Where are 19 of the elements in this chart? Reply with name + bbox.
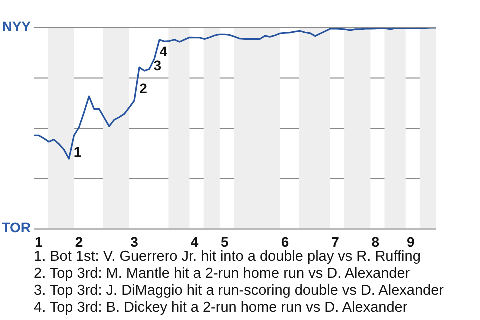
annotation: 2: [140, 80, 148, 97]
text: TOR: [2, 220, 31, 236]
x-tick-label: 2: [75, 234, 84, 250]
annotation: 4: [160, 43, 168, 60]
x-tick-label: 4: [190, 234, 199, 250]
text: NYY: [2, 18, 32, 35]
x-tick-label: 6: [281, 234, 290, 250]
x-tick-label: 5: [221, 234, 230, 250]
x-tick-label: 8: [372, 234, 380, 250]
x-tick-label: 7: [332, 234, 340, 250]
x-tick-label: 1: [35, 234, 44, 250]
text: 3. Top 3rd: J. DiMaggio hit a run-scoring double vs D. Alexander: [34, 283, 445, 300]
text: 2. Top 3rd: M. Mantle hit a 2-run home run vs D. Alexander: [34, 266, 412, 283]
text: 1. Bot 1st: V. Guerrero Jr. hit into a double play vs R. Ruffing: [34, 249, 422, 266]
x-tick-label: 9: [406, 234, 415, 250]
text: 4. Top 3rd: B. Dickey hit a 2-run home run vs D. Alexander: [34, 300, 409, 317]
x-tick-label: 3: [130, 234, 139, 250]
annotation: 3: [154, 58, 162, 74]
annotation: 1: [74, 144, 82, 160]
